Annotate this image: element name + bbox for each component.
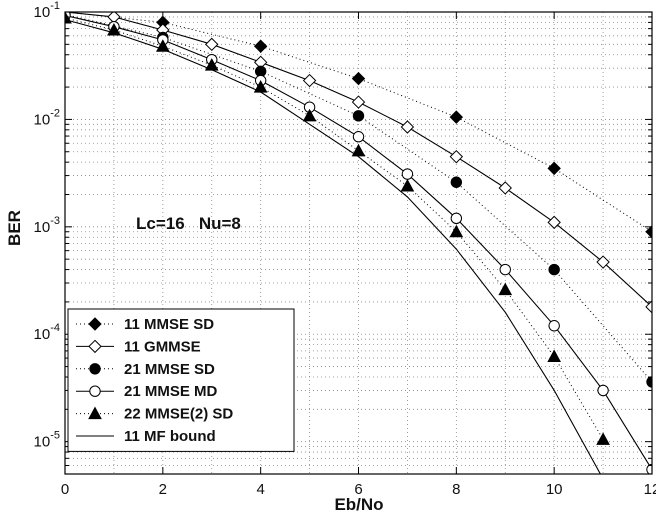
y-tick-label: 10-4 (34, 322, 60, 343)
legend-label: 21 MMSE SD (124, 361, 215, 378)
legend-label: 21 MMSE MD (124, 383, 218, 400)
data-point (302, 73, 317, 88)
legend-item: 21 MMSE SD (76, 361, 215, 378)
legend-box (67, 308, 295, 452)
series-1 (65, 12, 652, 314)
legend-item: 11 GMMSE (76, 338, 201, 355)
series-0 (65, 12, 652, 239)
data-point (400, 178, 415, 192)
data-point (205, 37, 219, 52)
legend-item: 22 MMSE(2) SD (76, 406, 233, 423)
data-point (450, 212, 463, 225)
legend-label: 11 MF bound (124, 428, 216, 445)
series-5 (65, 19, 602, 474)
data-point (449, 224, 464, 238)
chart-annotation: Lc=16 Nu=8 (136, 214, 241, 233)
x-tick-label: 0 (61, 481, 69, 498)
x-tick-label: 2 (159, 481, 167, 498)
data-point (645, 300, 652, 314)
series-line-5 (65, 19, 602, 474)
x-tick-label: 8 (452, 481, 460, 498)
tick-labels: 0 2 4 6 8 10 12 10-5 10-4 10-3 10-2 10-1 (34, 0, 656, 498)
data-point (352, 110, 365, 122)
legend-label: 11 GMMSE (124, 338, 201, 355)
legend-marker (89, 385, 101, 397)
data-point (450, 176, 463, 188)
data-point (548, 320, 560, 332)
x-tick-label: 6 (354, 481, 362, 498)
legend-label: 22 MMSE(2) SD (124, 406, 233, 423)
data-point (498, 282, 513, 296)
data-point (351, 143, 366, 157)
x-tick-label: 4 (256, 481, 264, 498)
data-point (547, 161, 561, 176)
y-axis-label: BER (5, 210, 24, 246)
data-point (596, 255, 610, 269)
x-tick-label: 10 (546, 481, 563, 498)
y-tick-label: 10-2 (34, 107, 60, 128)
data-point (449, 110, 464, 124)
x-axis-label: Eb/No (334, 495, 383, 514)
legend-marker (88, 317, 102, 331)
y-tick-label: 10-3 (34, 215, 60, 236)
data-point (253, 39, 268, 53)
legend-item: 11 MMSE SD (76, 316, 214, 333)
legend-marker (88, 406, 102, 420)
data-point (401, 168, 414, 180)
data-point (596, 432, 610, 445)
data-point (548, 263, 560, 276)
data-point (547, 215, 561, 230)
data-point (597, 384, 609, 397)
data-point (352, 131, 365, 143)
legend: 11 MMSE SD 11 GMMSE 21 MMSE SD 21 MMSE MD 22… (67, 308, 295, 452)
data-point (499, 263, 511, 276)
data-point (547, 349, 562, 363)
data-point (302, 108, 317, 122)
y-tick-label: 10-1 (34, 0, 60, 21)
x-tick-label: 12 (644, 481, 656, 498)
legend-item: 21 MMSE MD (76, 383, 218, 400)
data-point (400, 120, 415, 134)
y-tick-label: 10-5 (34, 430, 60, 451)
legend-marker (88, 339, 102, 354)
data-point (498, 181, 512, 195)
data-point (351, 71, 366, 86)
legend-label: 11 MMSE SD (124, 316, 214, 333)
data-point (351, 95, 366, 109)
legend-marker (89, 363, 101, 375)
data-point (449, 149, 464, 164)
legend-item: 11 MF bound (76, 428, 216, 445)
